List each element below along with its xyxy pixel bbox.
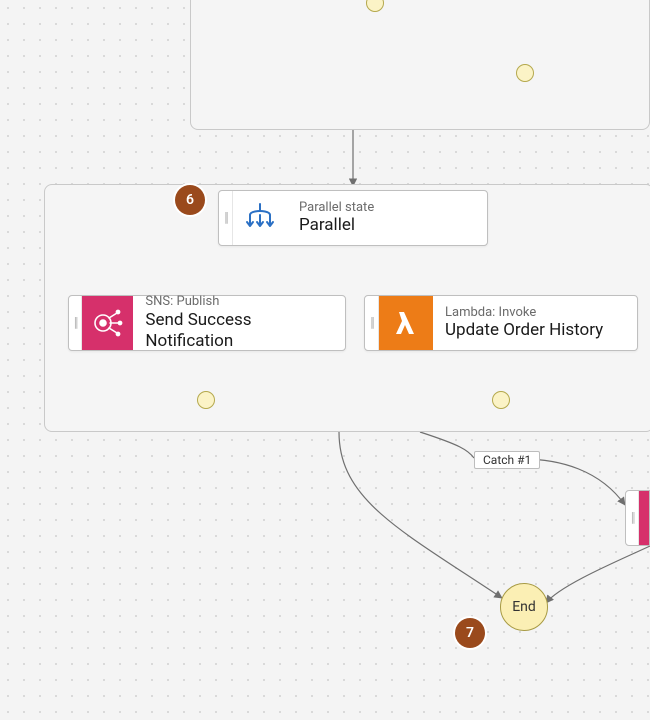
node-title: Parallel (299, 215, 374, 236)
node-subtitle: SNS: Publish (145, 294, 333, 310)
drag-handle-icon[interactable]: || (219, 191, 233, 245)
node-title: Update Order History (445, 320, 603, 341)
terminator-icon (516, 64, 534, 82)
drag-handle-icon[interactable]: || (626, 491, 639, 545)
edge (420, 432, 474, 458)
sns-icon (639, 491, 649, 545)
edge (546, 546, 650, 603)
terminator-icon (492, 391, 510, 409)
terminator-icon (197, 391, 215, 409)
step-badge-7: 7 (455, 618, 485, 648)
catch-label[interactable]: Catch #1 (474, 451, 540, 469)
node-sns-publish[interactable]: || SNS: Publish Send Success Notificatio… (68, 295, 346, 351)
group-upper (190, 0, 650, 130)
sns-icon (82, 296, 133, 350)
node-lambda-invoke[interactable]: || Lambda: Invoke Update Order History (364, 295, 638, 351)
workflow-canvas[interactable]: || || Parallel state Parallel || (0, 0, 650, 720)
node-subtitle: Lambda: Invoke (445, 305, 603, 321)
drag-handle-icon[interactable]: || (69, 296, 82, 350)
node-offscreen-right[interactable]: || (625, 490, 650, 546)
node-parallel[interactable]: || Parallel state Parallel (218, 190, 488, 246)
node-subtitle: Parallel state (299, 200, 374, 216)
drag-handle-icon[interactable]: || (365, 296, 379, 350)
end-node[interactable]: End (500, 583, 548, 631)
step-badge-6: 6 (175, 185, 205, 215)
parallel-icon (233, 191, 287, 245)
lambda-icon (379, 296, 433, 350)
node-title: Send Success Notification (145, 310, 333, 353)
end-label: End (512, 599, 536, 615)
